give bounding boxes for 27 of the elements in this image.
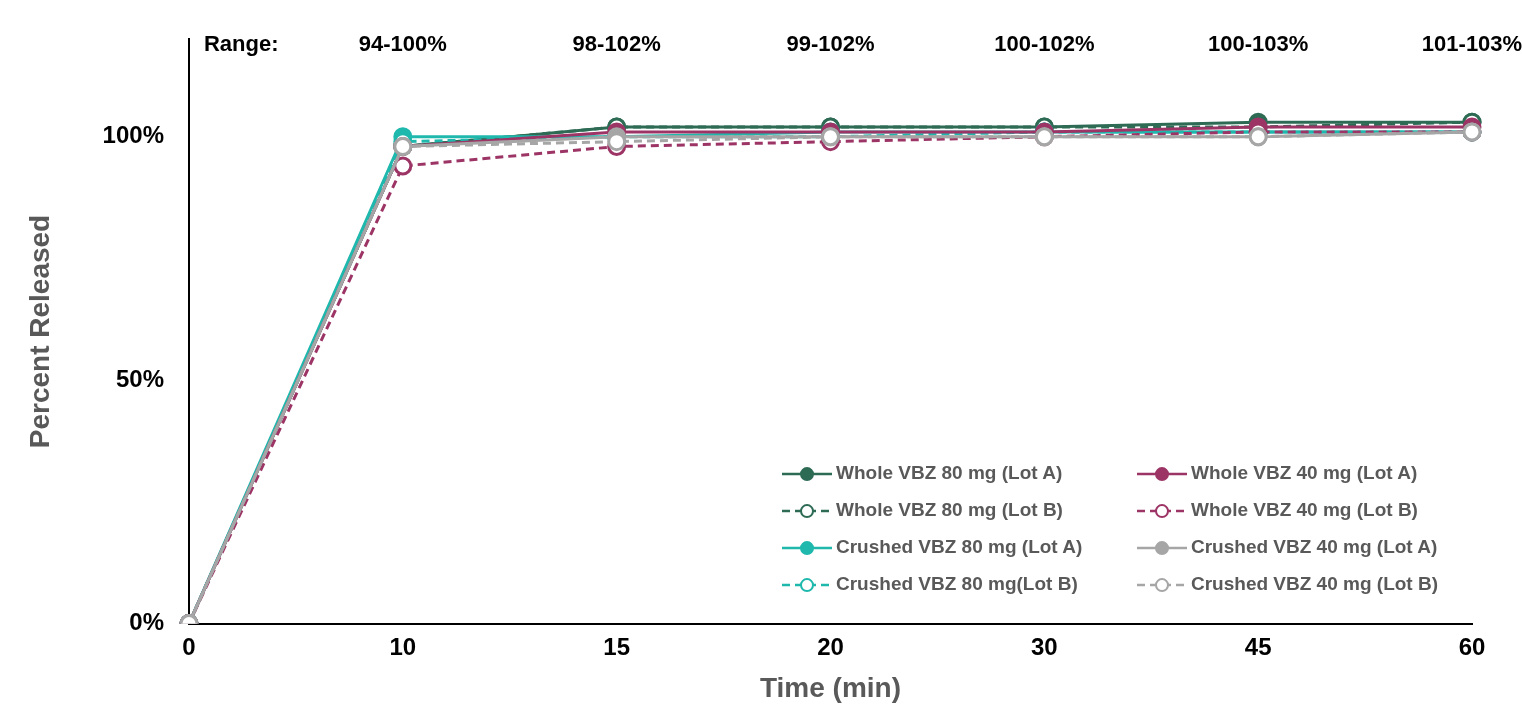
- annotation: 100-102%: [994, 31, 1095, 57]
- annotation: 100-103%: [1208, 31, 1309, 57]
- annotation: 99-102%: [786, 31, 875, 57]
- x-tick-label: 30: [1030, 632, 1058, 660]
- legend-label: Whole VBZ 80 mg (Lot A): [836, 462, 1063, 484]
- legend-label: Crushed VBZ 80 mg (Lot A): [836, 536, 1083, 558]
- annotation: 98-102%: [572, 31, 661, 57]
- y-tick-label: 50%: [115, 364, 164, 392]
- x-tick-label: 10: [389, 632, 417, 660]
- x-tick-label: 20: [817, 632, 844, 660]
- y-axis-title: Percent Released: [23, 214, 55, 449]
- annotation: 94-100%: [358, 31, 447, 57]
- legend-label: Whole VBZ 40 mg (Lot B): [1191, 499, 1418, 521]
- annotation: 101-103%: [1421, 31, 1522, 57]
- legend-label: Crushed VBZ 40 mg (Lot B): [1191, 573, 1439, 595]
- legend-label: Whole VBZ 40 mg (Lot A): [1191, 462, 1418, 484]
- y-tick-label: 0%: [129, 608, 164, 636]
- legend-label: Crushed VBZ 40 mg (Lot A): [1191, 536, 1438, 558]
- legend-label: Whole VBZ 80 mg (Lot B): [836, 499, 1063, 521]
- annotation: Range:: [203, 31, 279, 57]
- x-tick-label: 0: [182, 632, 196, 660]
- x-axis-title: Time (min): [759, 671, 902, 703]
- legend-label: Crushed VBZ 80 mg(Lot B): [836, 573, 1078, 595]
- x-tick-label: 45: [1244, 632, 1272, 660]
- x-tick-label: 15: [603, 632, 631, 660]
- x-tick-label: 60: [1458, 632, 1486, 660]
- y-tick-label: 100%: [102, 121, 164, 149]
